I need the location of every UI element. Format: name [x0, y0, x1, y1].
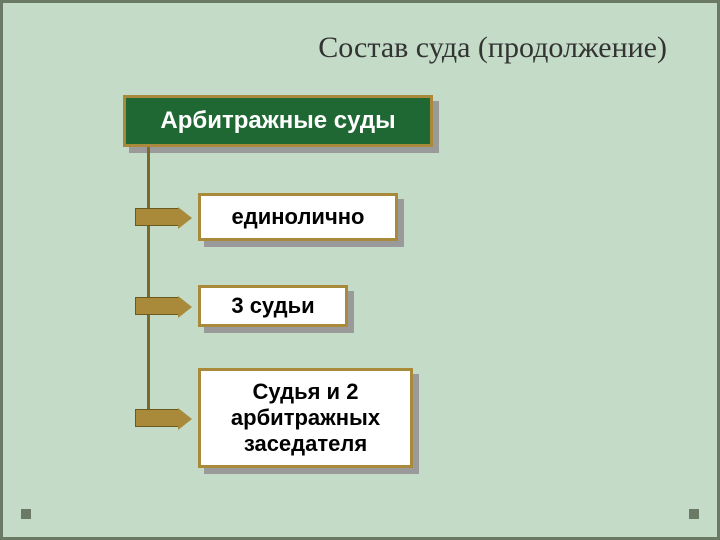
corner-decoration — [689, 509, 699, 519]
child-node: Судья и 2 арбитражных заседателя — [198, 368, 413, 468]
child-node: единолично — [198, 193, 398, 241]
connector-vertical — [147, 147, 150, 419]
arrow-icon — [135, 297, 179, 315]
page-title: Состав суда (продолжение) — [318, 31, 667, 65]
corner-decoration — [21, 509, 31, 519]
child-node: 3 судьи — [198, 285, 348, 327]
arrow-icon — [135, 409, 179, 427]
arrow-icon — [135, 208, 179, 226]
root-node: Арбитражные суды — [123, 95, 433, 147]
